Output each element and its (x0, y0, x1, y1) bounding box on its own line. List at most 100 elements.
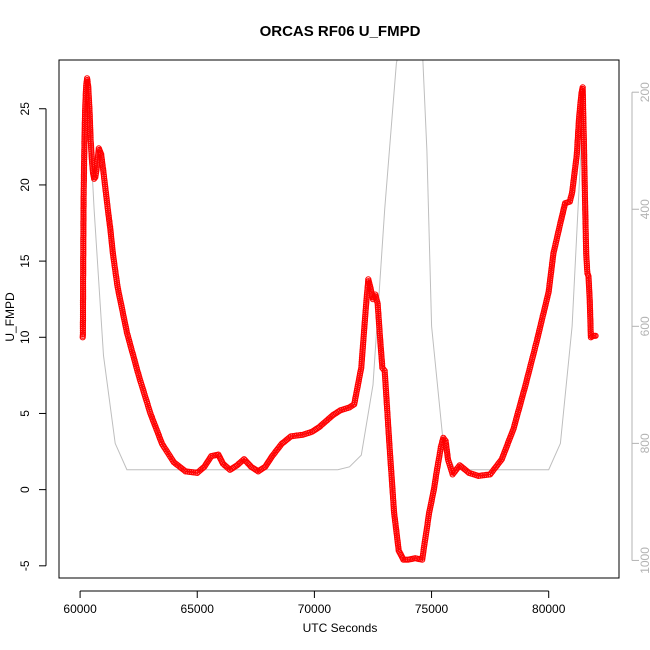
data-point (80, 278, 87, 285)
data-point (586, 286, 593, 293)
data-point (585, 279, 592, 286)
data-point (80, 264, 87, 271)
data-point (360, 337, 367, 344)
data-point (79, 311, 87, 318)
data-point (100, 171, 107, 178)
data-point (86, 107, 93, 114)
data-point (580, 118, 587, 125)
data-point (362, 313, 369, 320)
data-point (375, 306, 382, 313)
data-point (583, 254, 590, 261)
data-point (79, 329, 87, 336)
data-point (574, 134, 582, 141)
data-point (390, 499, 397, 506)
data-point (80, 244, 87, 251)
data-point (186, 468, 193, 475)
data-point (80, 228, 87, 235)
data-point (581, 171, 588, 178)
data-point (80, 171, 88, 179)
data-point (390, 497, 397, 504)
data-point (297, 431, 304, 439)
plot-area: 60000 65000 70000 75000 80000 -5 0 5 10 15 20 25 200… (18, 59, 650, 616)
data-point (80, 183, 87, 190)
data-point (112, 268, 119, 275)
data-point (201, 463, 208, 470)
y2-tick-label: 1000 (638, 547, 650, 574)
data-point (361, 317, 368, 324)
data-point (378, 353, 385, 360)
data-point (80, 169, 88, 177)
data-point (80, 260, 87, 267)
data-point (81, 142, 88, 149)
data-point (80, 256, 87, 263)
data-point (388, 478, 395, 485)
data-point (386, 442, 393, 449)
data-point (586, 298, 593, 305)
data-point (581, 179, 588, 186)
data-point (582, 228, 589, 235)
data-point (80, 179, 87, 186)
data-point (581, 197, 589, 204)
data-point (385, 425, 392, 432)
data-point (586, 305, 594, 312)
data-point (79, 321, 87, 328)
data-point (579, 90, 586, 97)
data-point (582, 224, 589, 231)
data-point (100, 173, 108, 180)
data-point (81, 160, 88, 167)
data-point (581, 161, 588, 168)
data-point (464, 468, 471, 475)
data-point (388, 476, 395, 483)
data-point (80, 254, 87, 261)
data-point (581, 185, 588, 192)
data-point (389, 483, 396, 491)
data-point (580, 136, 588, 143)
data-point (587, 311, 594, 318)
data-point (585, 280, 593, 288)
data-point (586, 296, 593, 303)
data-point (80, 226, 87, 233)
data-point (85, 88, 92, 95)
data-point (382, 377, 389, 384)
data-point (579, 96, 587, 103)
data-point (80, 230, 87, 237)
data-point (376, 330, 383, 337)
data-point (580, 106, 587, 113)
data-point (81, 158, 88, 165)
data-point (585, 277, 592, 284)
data-point (586, 292, 593, 299)
data-point (574, 136, 581, 143)
data-point (387, 456, 394, 463)
data-point (87, 136, 94, 143)
y2-tick-label: 200 (638, 82, 650, 102)
data-point (88, 152, 95, 159)
data-point (388, 466, 395, 473)
data-point (361, 325, 368, 332)
secondary-series-line (84, 60, 585, 471)
data-point (582, 205, 589, 212)
data-point (386, 450, 394, 457)
data-point (80, 207, 87, 214)
data-point (79, 315, 87, 322)
data-point (85, 94, 92, 101)
data-point (102, 185, 109, 192)
data-point (81, 148, 88, 155)
data-point (586, 294, 593, 301)
data-point (579, 100, 587, 107)
data-point (80, 266, 87, 273)
data-point (80, 222, 87, 229)
data-point (574, 147, 581, 154)
data-point (89, 163, 96, 170)
data-point (586, 301, 594, 308)
data-point (358, 360, 365, 367)
data-point (581, 189, 589, 196)
data-point (579, 94, 587, 101)
data-point (80, 290, 87, 297)
data-point (546, 279, 554, 286)
data-point (376, 324, 383, 331)
data-point (581, 191, 589, 198)
data-point (81, 144, 88, 151)
x-tick-label: 75000 (415, 602, 449, 616)
data-point (81, 154, 88, 161)
data-point (582, 236, 590, 243)
